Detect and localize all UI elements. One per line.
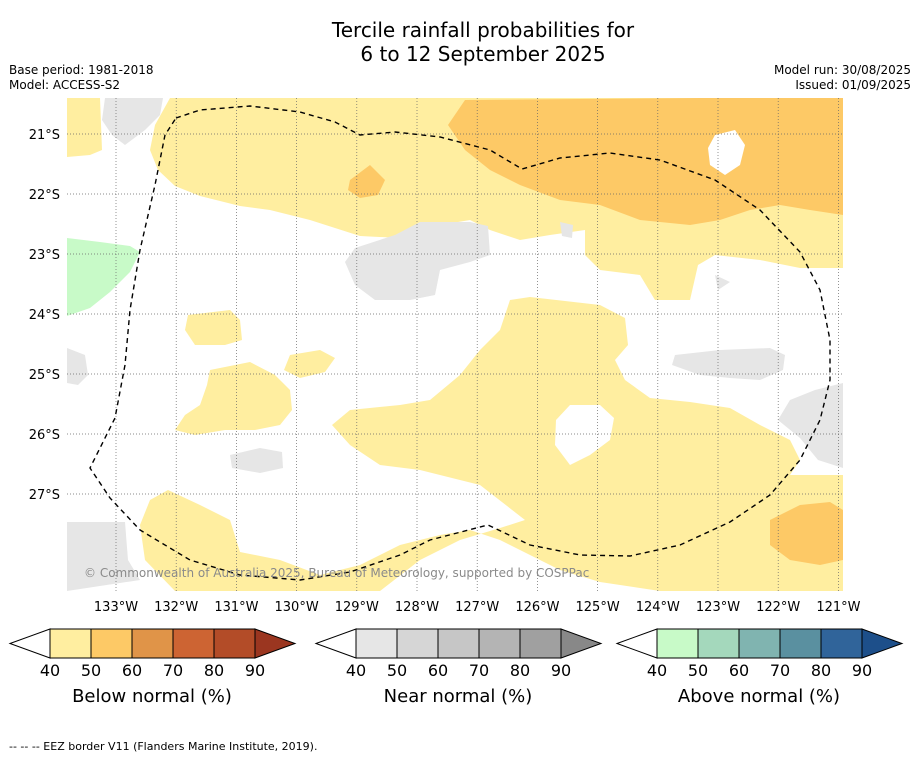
- longitude-label: 127°W: [455, 600, 499, 615]
- longitude-label: 125°W: [576, 600, 620, 615]
- colorbar-label-near: Near normal (%): [383, 686, 533, 707]
- below-normal-50-se: [770, 502, 843, 565]
- longitude-label: 131°W: [214, 600, 258, 615]
- longitude-label: 129°W: [335, 600, 379, 615]
- model-run: Model run: 30/08/2025: [773, 63, 911, 77]
- colorbar-near-segment: [396, 628, 439, 659]
- colorbar-below-segment: [90, 628, 133, 659]
- colorbar-below-segment: [49, 628, 92, 659]
- colorbar-above-tick: 90: [851, 661, 873, 680]
- issued-date: Issued: 01/09/2025: [795, 78, 911, 92]
- latitude-labels: 21°S 22°S 23°S 24°S 25°S 26°S 27°S: [29, 128, 60, 503]
- white-hole-ne: [708, 130, 745, 175]
- eez-border: [89, 105, 831, 581]
- below-normal-west-blob: [175, 362, 292, 435]
- below-normal-nw-corner: [67, 98, 102, 157]
- longitude-label: 124°W: [636, 600, 680, 615]
- longitude-label: 121°W: [816, 600, 860, 615]
- longitude-label: 130°W: [275, 600, 319, 615]
- near-normal-east-edge: [778, 383, 843, 468]
- colorbar-above-segment: [738, 628, 781, 659]
- meta-right: Model run: 30/08/2025 Issued: 01/09/2025: [774, 63, 911, 93]
- base-period: Base period: 1981-2018: [9, 63, 154, 77]
- white-hole-central: [555, 405, 614, 465]
- colorbar-below-over-arrow: [254, 628, 297, 659]
- colorbar-below-tick: 80: [203, 661, 225, 680]
- longitude-label: 133°W: [94, 600, 138, 615]
- graticule: [67, 98, 843, 591]
- below-normal-50-small: [348, 165, 385, 198]
- colorbar-above-over-arrow: [861, 628, 904, 659]
- colorbar-above-segment: [779, 628, 822, 659]
- colorbar-near-tick: 50: [386, 661, 408, 680]
- colorbar-below-tick: 60: [121, 661, 143, 680]
- eez-footnote: -- -- -- EEZ border V11 (Flanders Marine…: [9, 740, 318, 753]
- near-normal-west-edge: [67, 348, 88, 385]
- colorbar-near-tick: 40: [345, 661, 367, 680]
- latitude-label: 22°S: [29, 188, 60, 203]
- colorbar-below-tick: 50: [80, 661, 102, 680]
- latitude-label: 24°S: [29, 308, 60, 323]
- latitude-label: 27°S: [29, 488, 60, 503]
- colorbar-above-tick: 50: [687, 661, 709, 680]
- near-normal-tiny-2: [715, 275, 730, 290]
- colorbar-near-over-arrow: [560, 628, 603, 659]
- near-normal-nw: [102, 98, 163, 145]
- colorbar-near-segment: [519, 628, 562, 659]
- colorbar-above-segment: [656, 628, 699, 659]
- longitude-labels: 133°W 132°W 131°W 130°W 129°W 128°W 127°W 126°W…: [94, 600, 861, 615]
- latitude-label: 25°S: [29, 368, 60, 383]
- colorbars: [8, 628, 904, 659]
- colorbar-above-under-arrow: [615, 628, 658, 659]
- map-title: Tercile rainfall probabilities for 6 to …: [0, 18, 919, 66]
- meta-left: Base period: 1981-2018 Model: ACCESS-S2: [9, 63, 154, 93]
- title-line-1: Tercile rainfall probabilities for: [331, 18, 635, 42]
- colorbar-above-segment: [697, 628, 740, 659]
- probability-shading: [67, 98, 843, 591]
- colorbar-below-tick: 70: [162, 661, 184, 680]
- latitude-label: 21°S: [29, 128, 60, 143]
- model-name: Model: ACCESS-S2: [9, 78, 121, 92]
- colorbar-below-tick: 90: [244, 661, 266, 680]
- colorbar-near-tick: 80: [509, 661, 531, 680]
- near-normal-sw: [67, 522, 140, 591]
- near-normal-central: [345, 222, 490, 300]
- near-normal-east: [672, 348, 785, 380]
- above-normal-west: [67, 238, 140, 316]
- colorbar-near-segment: [437, 628, 480, 659]
- colorbar-near-tick: 90: [550, 661, 572, 680]
- copyright-notice: © Commonwealth of Australia 2025, Bureau…: [84, 566, 589, 580]
- colorbar-below-segment: [172, 628, 215, 659]
- near-normal-small-1: [230, 448, 283, 473]
- colorbar-near-segment: [478, 628, 521, 659]
- latitude-label: 23°S: [29, 248, 60, 263]
- below-normal-small-patch-1: [185, 310, 242, 345]
- colorbar-below-under-arrow: [8, 628, 51, 659]
- colorbar-near-tick: 60: [427, 661, 449, 680]
- colorbar-above-tick: 40: [646, 661, 668, 680]
- colorbar-label-above: Above normal (%): [677, 686, 841, 707]
- longitude-label: 132°W: [154, 600, 198, 615]
- colorbar-below-segment: [213, 628, 256, 659]
- longitude-label: 123°W: [696, 600, 740, 615]
- colorbar-above-tick: 70: [769, 661, 791, 680]
- colorbar-near-tick: 70: [468, 661, 490, 680]
- longitude-label: 122°W: [756, 600, 800, 615]
- colorbar-above-segment: [820, 628, 863, 659]
- colorbar-near-segment: [355, 628, 398, 659]
- longitude-label: 126°W: [515, 600, 559, 615]
- title-line-2: 6 to 12 September 2025: [360, 42, 606, 66]
- colorbar-near-under-arrow: [314, 628, 357, 659]
- below-normal-50-north: [448, 98, 843, 225]
- near-normal-tiny-1: [560, 222, 573, 238]
- colorbar-below-tick: 40: [39, 661, 61, 680]
- latitude-label: 26°S: [29, 428, 60, 443]
- colorbar-above-tick: 80: [810, 661, 832, 680]
- colorbar-below-segment: [131, 628, 174, 659]
- longitude-label: 128°W: [395, 600, 439, 615]
- colorbar-label-below: Below normal (%): [72, 686, 232, 707]
- below-normal-central: [140, 297, 843, 591]
- colorbar-above-tick: 60: [728, 661, 750, 680]
